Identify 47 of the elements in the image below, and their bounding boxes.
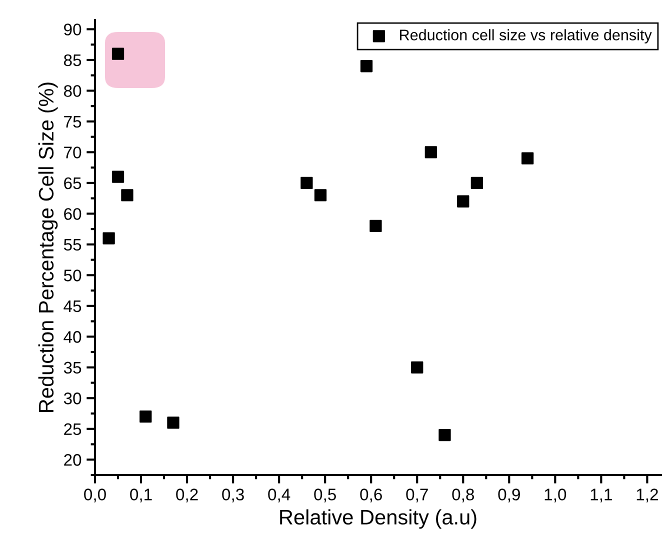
- point: [167, 416, 180, 429]
- point: [411, 361, 424, 374]
- y-tick-label: 85: [64, 54, 82, 66]
- point: [521, 152, 534, 164]
- x-tick-label: 0,5: [314, 488, 336, 502]
- y-tick-label: 75: [64, 116, 82, 128]
- y-tick-label: 25: [64, 423, 82, 436]
- y-axis-title: Reduction Percentage Cell Size (%): [38, 82, 58, 412]
- x-tick-label: 0,4: [268, 488, 290, 502]
- x-tick-label: 0,1: [130, 488, 152, 502]
- point: [360, 60, 373, 72]
- x-tick-label: 0,7: [406, 488, 428, 502]
- point: [314, 189, 327, 202]
- x-tick-label: 0,3: [222, 488, 244, 502]
- y-tick-label: 40: [64, 331, 82, 343]
- x-tick-label: 0,2: [176, 488, 198, 502]
- point: [102, 232, 115, 244]
- y-tick-label: 80: [64, 85, 82, 97]
- point: [140, 410, 152, 423]
- y-tick-label: 50: [64, 270, 82, 282]
- y-tick-label: 70: [64, 146, 82, 158]
- y-tick-label: 65: [64, 177, 82, 190]
- y-tick-label: 55: [64, 239, 82, 251]
- x-tick-label: 1,1: [590, 488, 612, 502]
- x-tick-label: 0,8: [452, 488, 474, 502]
- y-tick-label: 20: [64, 454, 82, 466]
- point: [370, 220, 382, 232]
- point: [121, 189, 134, 202]
- y-tick-label: 90: [64, 24, 82, 36]
- point: [112, 170, 124, 183]
- point: [424, 146, 437, 158]
- point: [300, 176, 313, 190]
- x-tick-label: 1,2: [636, 488, 658, 502]
- x-tick-label: 1,0: [544, 488, 566, 502]
- point: [470, 176, 484, 190]
- x-axis-title: Relative Density (a.u): [280, 509, 476, 529]
- y-tick-label: 35: [64, 362, 82, 374]
- y-tick-label: 60: [64, 208, 82, 220]
- y-tick-label: 30: [64, 392, 82, 404]
- x-tick-label: 0,0: [84, 488, 106, 502]
- x-tick-label: 0,6: [360, 488, 382, 502]
- point: [438, 428, 451, 442]
- point: [457, 195, 470, 208]
- x-tick-label: 0,9: [498, 488, 520, 502]
- point: [112, 48, 124, 60]
- y-tick-label: 45: [64, 300, 82, 312]
- legend-label: Reduction cell size vs relative density: [400, 29, 652, 44]
